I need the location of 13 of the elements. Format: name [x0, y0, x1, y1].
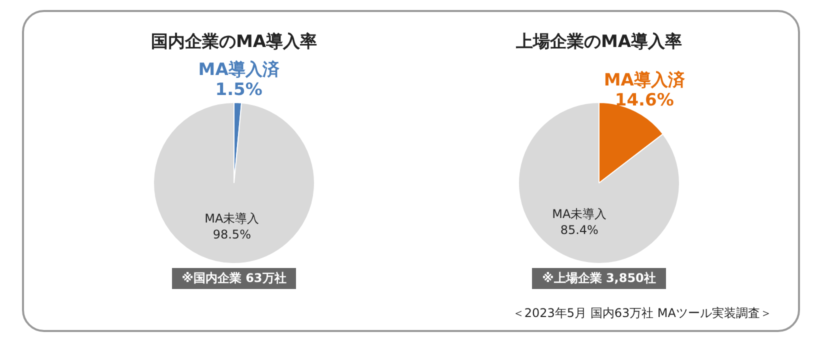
slice-label: MA未導入	[204, 211, 260, 226]
data-label: 85.4%	[560, 222, 598, 237]
slice-label: MA導入済	[198, 60, 280, 80]
data-label: 14.6%	[614, 90, 674, 111]
chart-title: 上場企業のMA導入率	[514, 31, 684, 54]
slice-label: MA導入済	[604, 70, 686, 91]
text: ※国内企業 63万社	[172, 268, 296, 289]
data-label: 1.5%	[215, 80, 262, 100]
chart-title: 国内企業のMA導入率	[150, 31, 318, 54]
text: ※上場企業 3,850社	[532, 268, 666, 289]
slice-label: MA未導入	[552, 206, 607, 221]
text: ＜2023年5月 国内63万社 MAツール実装調査＞	[512, 305, 772, 322]
data-label: 98.5%	[212, 227, 251, 242]
